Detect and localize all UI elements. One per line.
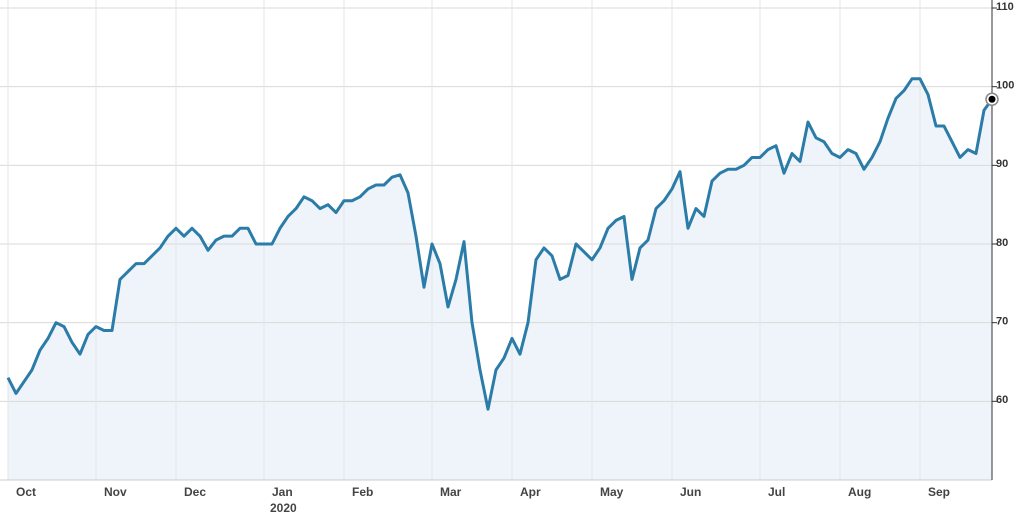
y-tick-label: 70	[996, 316, 1008, 328]
x-tick-label: Feb	[352, 485, 373, 499]
x-tick-label: Dec	[184, 485, 206, 499]
area	[8, 78, 992, 481]
y-tick-label: 100	[996, 80, 1014, 92]
y-tick-label: 90	[996, 158, 1008, 170]
last-point-center	[988, 95, 996, 103]
x-tick-label: Jun	[680, 485, 701, 499]
x-tick-label: Jan	[272, 485, 293, 499]
x-tick-label: Mar	[440, 485, 462, 499]
x-tick-label: May	[600, 485, 624, 499]
x-tick-label: Apr	[520, 485, 541, 499]
y-tick-label: 110	[996, 1, 1014, 13]
x-tick-label: Nov	[104, 485, 127, 499]
x-tick-label: Jul	[768, 485, 785, 499]
y-tick-label: 60	[996, 394, 1008, 406]
y-tick-label: 80	[996, 237, 1008, 249]
price-line	[6, 77, 994, 411]
x-tick-label: Sep	[928, 485, 950, 499]
x-tick-label: Oct	[16, 485, 36, 499]
x-tick-label: Aug	[848, 485, 871, 499]
year-label: 2020	[270, 501, 297, 515]
